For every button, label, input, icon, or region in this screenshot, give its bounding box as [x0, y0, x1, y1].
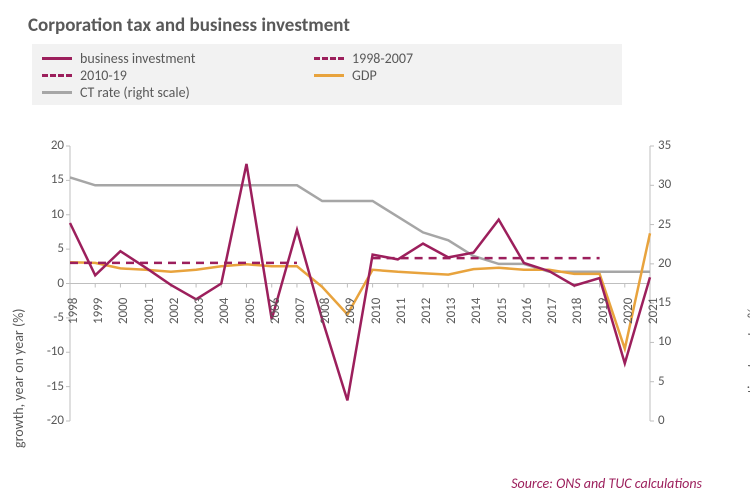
- legend-label: 1998-2007: [352, 50, 413, 67]
- x-tick: 2000: [116, 297, 131, 323]
- chart-area: growth, year on year (%) corporation tax…: [0, 128, 750, 448]
- legend-label: business investment: [80, 50, 195, 67]
- x-tick: 2009: [343, 297, 358, 323]
- x-tick: 2020: [621, 297, 636, 323]
- y-tick-left: -5: [34, 310, 64, 325]
- x-tick: 2004: [217, 297, 232, 323]
- x-tick: 2013: [444, 297, 459, 323]
- y-axis-right-label: corporation tax rate, %: [744, 308, 750, 437]
- source-caption: Source: ONS and TUC calculations: [511, 475, 702, 492]
- y-tick-right: 15: [658, 295, 688, 310]
- x-tick: 2006: [268, 297, 283, 323]
- x-tick: 2007: [293, 297, 308, 323]
- chart-title: Corporation tax and business investment: [28, 14, 350, 37]
- legend-item: business investment: [42, 50, 302, 67]
- y-tick-left: -15: [34, 379, 64, 394]
- x-tick: 2008: [318, 297, 333, 323]
- legend-item: 2010-19: [42, 67, 302, 84]
- x-tick: 2019: [596, 297, 611, 323]
- x-tick: 2003: [192, 297, 207, 323]
- y-tick-left: -10: [34, 344, 64, 359]
- legend-label: 2010-19: [80, 67, 127, 84]
- y-tick-right: 35: [658, 138, 688, 153]
- y-tick-left: 10: [34, 207, 64, 222]
- y-tick-right: 10: [658, 334, 688, 349]
- x-tick: 2021: [646, 297, 661, 323]
- x-tick: 2001: [142, 297, 157, 323]
- y-tick-left: 0: [34, 276, 64, 291]
- y-tick-right: 25: [658, 217, 688, 232]
- x-tick: 2015: [495, 297, 510, 323]
- x-tick: 2005: [243, 297, 258, 323]
- y-tick-right: 0: [658, 413, 688, 428]
- y-tick-left: -20: [34, 413, 64, 428]
- y-tick-right: 30: [658, 177, 688, 192]
- legend-item: 1998-2007: [314, 50, 514, 67]
- y-tick-right: 20: [658, 256, 688, 271]
- x-tick: 2017: [545, 297, 560, 323]
- x-tick: 2018: [570, 297, 585, 323]
- legend-item: GDP: [314, 67, 514, 84]
- x-tick: 2010: [369, 297, 384, 323]
- y-axis-left-label: growth, year on year (%): [10, 309, 27, 448]
- x-tick: 2016: [520, 297, 535, 323]
- x-tick: 1999: [91, 297, 106, 323]
- y-tick-right: 5: [658, 374, 688, 389]
- y-tick-left: 20: [34, 138, 64, 153]
- legend-label: GDP: [352, 67, 377, 84]
- x-tick: 1998: [66, 297, 81, 323]
- y-tick-left: 15: [34, 172, 64, 187]
- x-tick: 2012: [419, 297, 434, 323]
- x-tick: 2002: [167, 297, 182, 323]
- legend-label: CT rate (right scale): [80, 84, 190, 101]
- y-tick-left: 5: [34, 241, 64, 256]
- legend-item: CT rate (right scale): [42, 84, 302, 101]
- legend: business investment 1998-2007 2010-19 GD…: [32, 44, 622, 105]
- x-tick: 2011: [394, 297, 409, 323]
- x-tick: 2014: [469, 297, 484, 323]
- chart-svg: [0, 128, 750, 448]
